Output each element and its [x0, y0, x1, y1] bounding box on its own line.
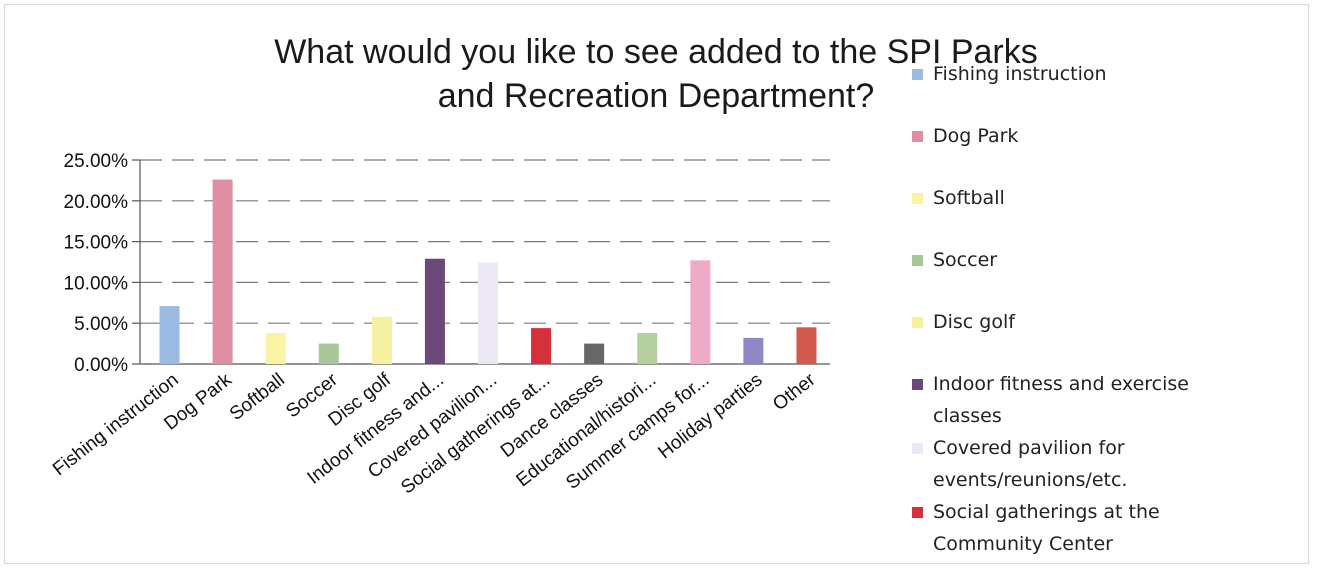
- legend-item: Disc golf: [912, 311, 1016, 333]
- bar: [584, 343, 605, 364]
- bar: [371, 316, 392, 364]
- legend: Fishing instruction Dog Park Softball Socce…: [912, 63, 1189, 555]
- legend-label: classes: [933, 405, 1002, 427]
- y-tick-label: 10.00%: [64, 273, 129, 294]
- bar: [637, 332, 658, 364]
- bar: [690, 260, 711, 364]
- legend-label: Softball: [933, 187, 1005, 209]
- bars: [159, 179, 817, 364]
- y-tick-label: 20.00%: [64, 192, 129, 213]
- y-tick-label: 25.00%: [64, 151, 129, 172]
- legend-swatch: [912, 507, 923, 518]
- legend-item: Softball: [912, 187, 1005, 209]
- chart-title-line-1: What would you like to see added to the …: [274, 33, 1038, 71]
- bar: [159, 306, 180, 364]
- x-category-label: Other: [769, 369, 820, 415]
- legend-label: Fishing instruction: [933, 63, 1107, 85]
- legend-swatch: [912, 193, 923, 204]
- legend-label: Dog Park: [933, 125, 1018, 147]
- y-tick-label: 5.00%: [74, 314, 128, 335]
- legend-label: events/reunions/etc.: [933, 469, 1127, 491]
- y-tick-label: 15.00%: [64, 233, 129, 254]
- legend-label: Indoor fitness and exercise: [933, 373, 1189, 395]
- legend-label: Disc golf: [933, 311, 1016, 333]
- legend-swatch: [912, 255, 923, 266]
- legend-label: Covered pavilion for: [933, 437, 1125, 459]
- bar: [265, 332, 286, 364]
- x-category-label: Fishing instruction: [49, 369, 183, 480]
- legend-swatch: [912, 131, 923, 142]
- y-axis-ticks: 25.00% 20.00% 15.00% 10.00% 5.00% 0.00%: [64, 151, 129, 376]
- legend-swatch: [912, 379, 923, 390]
- bar: [531, 328, 552, 364]
- legend-swatch: [912, 443, 923, 454]
- bar: [318, 343, 339, 364]
- legend-swatch: [912, 69, 923, 80]
- legend-swatch: [912, 317, 923, 328]
- x-category-label: Softball: [226, 369, 289, 425]
- bar: [796, 327, 817, 364]
- bar: [424, 258, 445, 364]
- bar: [212, 179, 233, 364]
- chart-title: What would you like to see added to the …: [274, 33, 1038, 115]
- bar: [478, 262, 498, 364]
- legend-item: Covered pavilion for events/reunions/etc.: [912, 437, 1127, 491]
- legend-item: Soccer: [912, 249, 997, 271]
- bar: [743, 337, 764, 364]
- legend-item: Fishing instruction: [912, 63, 1107, 85]
- legend-label: Soccer: [933, 249, 997, 271]
- legend-label: Community Center: [933, 533, 1113, 555]
- chart-frame: [4, 4, 1309, 564]
- y-tick-label: 0.00%: [74, 355, 128, 376]
- gridlines: [140, 159, 830, 324]
- legend-item: Indoor fitness and exercise classes: [912, 373, 1189, 427]
- legend-item: Social gatherings at the Community Center: [912, 501, 1160, 555]
- legend-label: Social gatherings at the: [933, 501, 1160, 523]
- chart-title-line-2: and Recreation Department?: [438, 77, 875, 115]
- legend-item: Dog Park: [912, 125, 1018, 147]
